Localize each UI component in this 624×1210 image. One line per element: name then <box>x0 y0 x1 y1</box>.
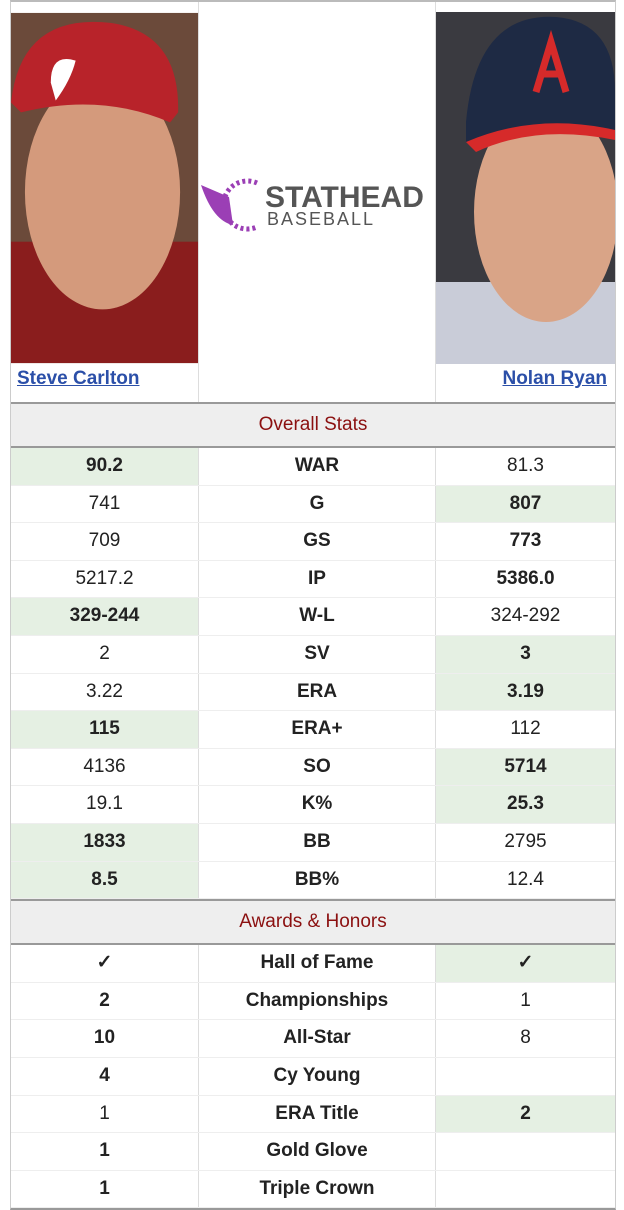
stat-label: SV <box>199 635 436 673</box>
stat-label: ERA+ <box>199 711 436 748</box>
stat-label: SO <box>199 748 436 786</box>
player-link[interactable]: Nolan Ryan <box>502 368 607 389</box>
left-value: 1 <box>11 1133 199 1170</box>
section: Awards & Honors ✓ Hall of Fame ✓ 2 Championsh… <box>11 901 615 1209</box>
right-value: 324-292 <box>490 605 561 627</box>
stat-label: Triple Crown <box>199 1170 436 1208</box>
left-value: 1 <box>11 1170 199 1208</box>
left-value: 115 <box>11 711 199 748</box>
left-value: 90.2 <box>11 448 199 485</box>
stat-label: Hall of Fame <box>199 945 436 982</box>
stat-label: GS <box>199 523 436 560</box>
stat-label: K% <box>199 786 436 823</box>
stat-label: All-Star <box>199 1020 436 1057</box>
right-value <box>436 1133 615 1170</box>
left-value: 741 <box>11 485 199 523</box>
right-value: 1 <box>520 989 531 1011</box>
stat-row: 709 GS 773 <box>11 523 615 561</box>
stat-label: Cy Young <box>199 1057 436 1095</box>
stat-label: BB% <box>199 861 436 899</box>
right-player: Nolan Ryan <box>436 2 615 402</box>
left-value: 1833 <box>11 823 199 861</box>
right-value: 3.19 <box>436 673 615 711</box>
right-value: 12.4 <box>507 868 544 890</box>
stat-row: 1 Triple Crown <box>11 1170 615 1209</box>
stat-label: WAR <box>199 448 436 485</box>
stat-label: Gold Glove <box>199 1133 436 1170</box>
left-value: 19.1 <box>11 786 199 823</box>
stat-row: 2 SV 3 <box>11 635 615 674</box>
left-value: 4 <box>11 1057 199 1095</box>
stat-row: 4 Cy Young <box>11 1057 615 1096</box>
stat-row: 1 Gold Glove <box>11 1133 615 1171</box>
left-value: 10 <box>11 1020 199 1057</box>
stat-row: 329-244 W-L 324-292 <box>11 598 615 636</box>
stat-row: 90.2 WAR 81.3 <box>11 448 615 486</box>
stat-row: 1 ERA Title 2 <box>11 1095 615 1134</box>
stat-row: 1833 BB 2795 <box>11 823 615 862</box>
right-value: 81.3 <box>507 455 544 476</box>
right-value: 2 <box>436 1095 615 1133</box>
left-value: ✓ <box>11 945 199 982</box>
stat-row: 115 ERA+ 112 <box>11 711 615 749</box>
left-player: Steve Carlton <box>11 2 199 402</box>
stat-label: ERA <box>199 673 436 711</box>
section-title: Overall Stats <box>11 404 615 448</box>
stat-label: G <box>199 485 436 523</box>
left-value: 2 <box>11 635 199 673</box>
right-value: 3 <box>436 635 615 673</box>
stat-row: 741 G 807 <box>11 485 615 524</box>
right-value: 5714 <box>436 748 615 786</box>
logo-word: STATHEAD <box>265 181 424 214</box>
right-value: 2795 <box>504 830 547 852</box>
stat-label: W-L <box>199 598 436 635</box>
logo-sub: BASEBALL <box>267 209 375 229</box>
sections: Overall Stats 90.2 WAR 81.3 741 G 807 709 GS 773 5… <box>11 404 615 1209</box>
right-value <box>436 1171 615 1208</box>
stat-row: ✓ Hall of Fame ✓ <box>11 945 615 983</box>
player-link[interactable]: Steve Carlton <box>17 368 140 389</box>
stat-label: Championships <box>199 982 436 1020</box>
left-value: 5217.2 <box>11 560 199 598</box>
section: Overall Stats 90.2 WAR 81.3 741 G 807 709 GS 773 5… <box>11 404 615 902</box>
left-value: 3.22 <box>11 673 199 711</box>
stat-label: BB <box>199 823 436 861</box>
right-value: 25.3 <box>436 786 615 823</box>
stat-row: 10 All-Star 8 <box>11 1020 615 1058</box>
section-title: Awards & Honors <box>11 901 615 946</box>
right-value: ✓ <box>436 945 615 982</box>
left-value: 4136 <box>11 748 199 786</box>
right-value <box>436 1058 615 1095</box>
comparison-table: Steve Carlton STATHEAD BASEBALL Nolan Ry… <box>10 0 616 1210</box>
right-value: 5386.0 <box>496 567 555 589</box>
player-photo <box>11 12 198 364</box>
stat-row: 19.1 K% 25.3 <box>11 786 615 824</box>
player-photo <box>436 12 615 364</box>
logo-cell: STATHEAD BASEBALL <box>199 2 436 402</box>
stat-row: 3.22 ERA 3.19 <box>11 673 615 712</box>
stat-label: ERA Title <box>199 1095 436 1133</box>
left-value: 1 <box>11 1095 199 1133</box>
left-value: 329-244 <box>11 598 199 635</box>
header: Steve Carlton STATHEAD BASEBALL Nolan Ry… <box>11 2 615 404</box>
left-value: 8.5 <box>11 861 199 899</box>
right-value: 112 <box>510 718 541 740</box>
stat-row: 4136 SO 5714 <box>11 748 615 787</box>
left-value: 2 <box>11 982 199 1020</box>
stat-row: 8.5 BB% 12.4 <box>11 861 615 900</box>
left-value: 709 <box>11 523 199 560</box>
right-value: 8 <box>520 1027 531 1049</box>
right-value: 807 <box>436 485 615 523</box>
stat-row: 2 Championships 1 <box>11 982 615 1021</box>
stathead-logo: STATHEAD BASEBALL <box>201 178 424 232</box>
stat-label: IP <box>199 560 436 598</box>
stat-row: 5217.2 IP 5386.0 <box>11 560 615 599</box>
right-value: 773 <box>509 530 542 552</box>
